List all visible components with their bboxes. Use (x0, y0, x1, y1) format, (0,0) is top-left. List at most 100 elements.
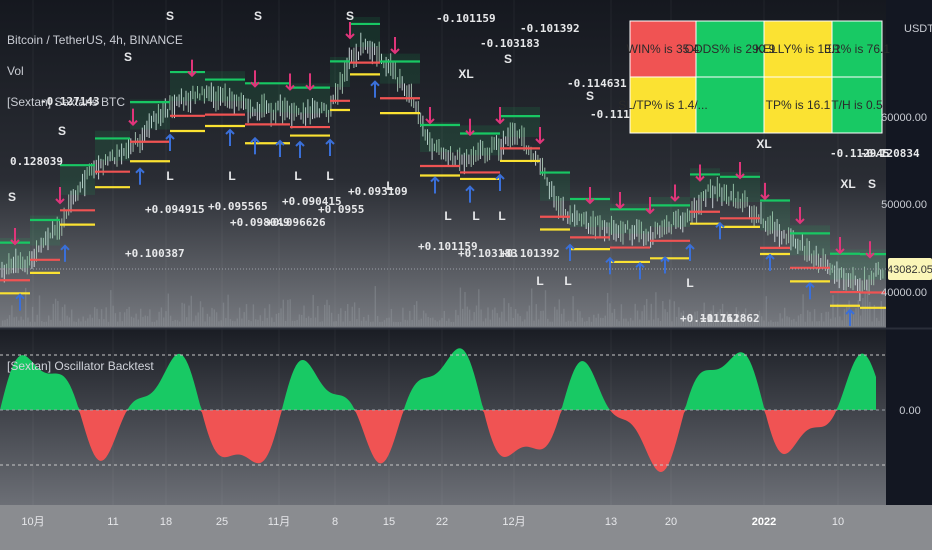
volume-bar (344, 310, 347, 326)
volume-bar (142, 316, 144, 326)
long-arrow-icon (60, 244, 70, 262)
trade-zone (330, 57, 350, 87)
volume-bar (871, 321, 873, 326)
volume-bar (225, 318, 227, 326)
volume-bar (724, 316, 726, 326)
long-arrow-icon (325, 138, 335, 156)
trade-zone (95, 130, 130, 161)
volume-bar (602, 317, 604, 326)
volume-bar (501, 311, 503, 326)
volume-bar (420, 318, 422, 326)
volume-bar (715, 316, 717, 326)
stats-th: T/H is 0.5 (831, 98, 883, 112)
short-arrow-icon (465, 118, 475, 137)
short-arrow-icon (645, 197, 655, 215)
volume-bar (655, 292, 657, 326)
volume-bar (15, 316, 18, 326)
signal-letter: L (228, 169, 235, 183)
volume-bar (266, 318, 268, 326)
volume-bar (650, 303, 652, 326)
symbol-title[interactable]: Bitcoin / TetherUS, 4h, BINANCE (7, 33, 183, 47)
signal-letter: XL (756, 137, 771, 151)
volume-bar (542, 310, 544, 326)
volume-bar (827, 311, 830, 326)
price-tick-50000: 50000.00 (881, 199, 927, 211)
volume-bar (609, 303, 611, 326)
volume-bar (121, 321, 123, 326)
volume-bar (692, 315, 694, 326)
short-arrow-icon (735, 162, 745, 180)
stats-cell-r0c2 (764, 21, 832, 77)
long-arrow-icon (495, 173, 505, 191)
trade-zone (650, 197, 690, 227)
long-arrow-icon (660, 256, 670, 274)
trade-zone (350, 17, 380, 47)
volume-bar (489, 319, 491, 326)
volume-bar (471, 320, 473, 326)
signal-letter: S (58, 124, 66, 138)
volume-bar (675, 316, 678, 326)
time-tick: 11 (107, 516, 118, 528)
study-label[interactable]: [Sextan] Sextans BTC (7, 95, 125, 109)
volume-bar (418, 320, 420, 326)
volume-label[interactable]: Vol (7, 64, 24, 78)
price-tick-40000: 40000.00 (881, 287, 927, 299)
volume-bar (537, 319, 540, 326)
volume-bar (66, 315, 68, 326)
volume-bar (491, 309, 494, 326)
volume-bar (643, 305, 646, 326)
trade-label: +0.111762 (680, 312, 740, 325)
volume-bar (340, 308, 342, 326)
price-axis-background (886, 0, 932, 505)
oscillator-zero-tick: 0.00 (899, 405, 920, 417)
volume-bar (82, 316, 84, 326)
volume-bar (558, 299, 560, 326)
price-axis[interactable]: USDT 60000.00 50000.00 40000.00 43082.05… (881, 23, 932, 417)
short-arrow-icon (305, 73, 315, 91)
volume-bar (112, 305, 114, 326)
trade-label: +0.101392 (500, 247, 560, 260)
volume-bar (795, 321, 797, 326)
volume-bar (574, 321, 577, 326)
volume-bar (153, 321, 156, 326)
volume-bar (505, 321, 508, 326)
signal-letter: L (686, 276, 693, 290)
volume-bar (429, 317, 432, 326)
volume-bar (105, 307, 107, 326)
volume-bar (830, 318, 832, 326)
signal-arrows (10, 22, 875, 326)
volume-bar (751, 320, 754, 326)
volume-bar (809, 311, 811, 326)
short-arrow-icon (585, 187, 595, 205)
long-arrow-icon (225, 128, 235, 146)
volume-bar (551, 321, 554, 326)
volume-bar (604, 315, 606, 326)
last-price-value: 43082.05 (887, 264, 932, 276)
volume-bar (353, 302, 356, 326)
time-tick: 18 (160, 516, 172, 528)
volume-bar (793, 318, 795, 326)
stats-tp: TP% is 16.1 (766, 98, 831, 112)
volume-bar (853, 311, 855, 326)
volume-bar (698, 321, 701, 326)
volume-bar (528, 305, 531, 326)
volume-bar (337, 313, 340, 326)
time-axis-background (0, 505, 932, 550)
volume-bar (719, 309, 721, 326)
short-arrow-icon (760, 182, 770, 201)
time-axis[interactable]: 10月 11 18 25 11月 8 15 22 12月 13 20 2022 10 (21, 516, 844, 528)
volume-bar (294, 320, 296, 326)
volume-bar (261, 320, 264, 326)
volume-bar (687, 317, 689, 326)
volume-bar (804, 321, 807, 326)
oscillator-label[interactable]: [Sextan] Oscillator Backtest (7, 359, 154, 373)
price-candles (1, 32, 884, 302)
volume-bar (388, 317, 390, 326)
volume-bar (882, 308, 885, 326)
long-arrow-icon (275, 139, 285, 157)
volume-bar (165, 311, 167, 326)
volume-bar (740, 316, 742, 326)
volume-bar (560, 313, 563, 326)
volume-bar (172, 321, 174, 326)
